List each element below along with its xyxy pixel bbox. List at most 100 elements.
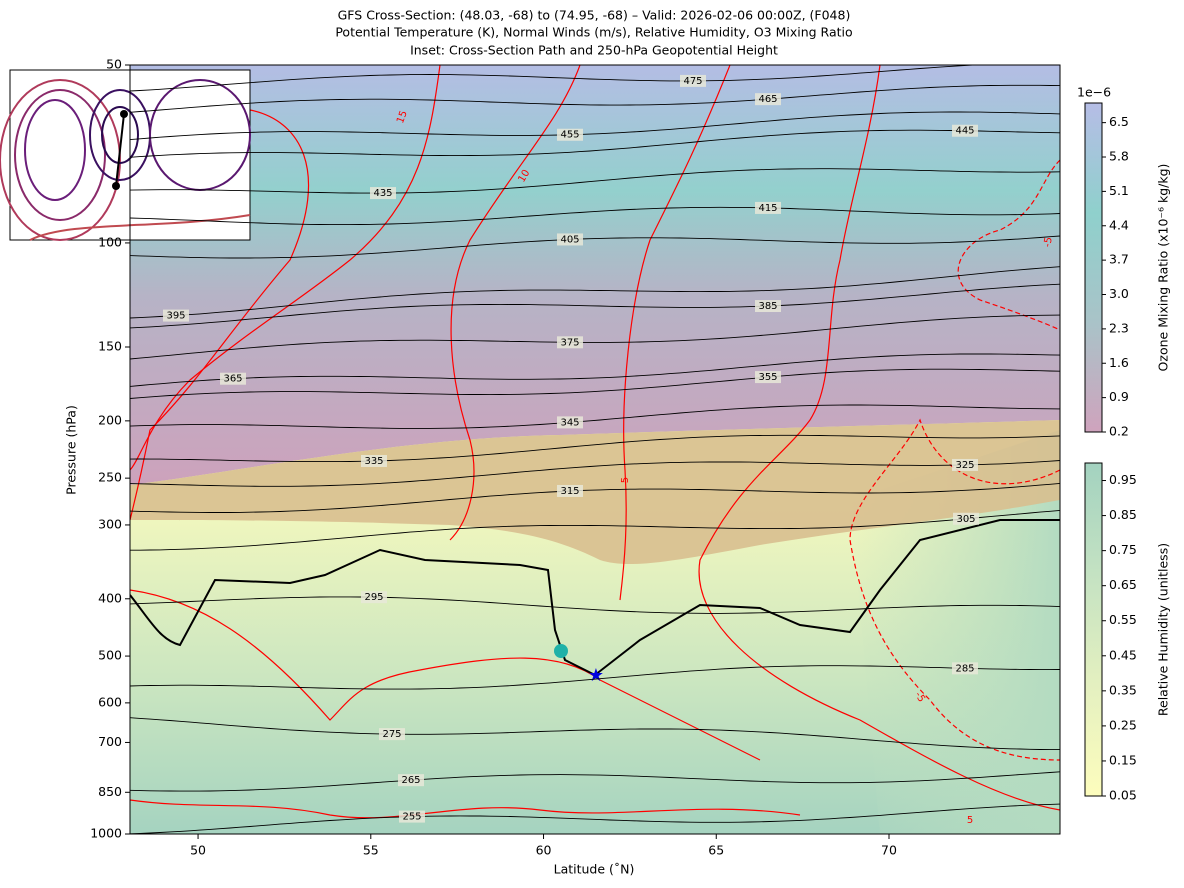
- y-tick-label: 300: [98, 516, 122, 531]
- colorbar-tick-label: 3.7: [1109, 252, 1129, 267]
- theta-contour: [130, 434, 1060, 463]
- colorbar-tick-label: 4.4: [1109, 217, 1129, 232]
- y-tick-label: 50: [106, 57, 122, 72]
- theta-label: 325: [955, 460, 974, 471]
- theta-label: 305: [956, 514, 975, 525]
- theta-contour: [130, 353, 1060, 387]
- contour-label-bg: [952, 458, 978, 471]
- theta-label: 295: [364, 592, 383, 603]
- theta-contour: [130, 314, 1060, 360]
- colorbar: [1084, 462, 1103, 797]
- theta-label: 345: [560, 417, 579, 428]
- contour-label-bg: [361, 591, 387, 604]
- colorbar-tick-label: 0.25: [1109, 717, 1137, 732]
- contour-label-bg: [755, 371, 781, 384]
- colorbar-tick-label: 3.0: [1109, 286, 1129, 301]
- colorbar-tick-label: 0.55: [1109, 612, 1137, 627]
- contour-label-bg: [361, 454, 387, 467]
- colorbar-tick-label: 5.8: [1109, 149, 1129, 164]
- theta-contour: [130, 235, 1060, 259]
- x-axis-label: Latitude (˚N): [554, 862, 635, 877]
- colorbar-tick-label: 0.35: [1109, 682, 1137, 697]
- theta-label: 455: [560, 130, 579, 141]
- theta-label: 415: [758, 203, 777, 214]
- y-tick-label: 100: [98, 234, 122, 249]
- y-tick-label: 700: [98, 734, 122, 749]
- theta-label: 475: [683, 76, 702, 87]
- contour-label-bg: [755, 201, 781, 214]
- theta-contour: [130, 509, 1060, 551]
- theta-contour: [130, 65, 984, 92]
- theta-label: 365: [223, 374, 242, 385]
- plot-background: ★: [130, 65, 1060, 834]
- wind-label: -5: [1042, 236, 1055, 248]
- theta-label: 265: [401, 775, 420, 786]
- y-tick-label: 400: [98, 590, 122, 605]
- theta-contour: [130, 596, 1060, 614]
- contour-label-bg: [557, 416, 583, 429]
- theta-label: 445: [955, 126, 974, 137]
- contour-label-bg: [952, 124, 978, 137]
- theta-label: 385: [758, 301, 777, 312]
- colorbar-tick-label: 0.95: [1109, 472, 1137, 487]
- chart-title: GFS Cross-Section: (48.03, -68) to (74.9…: [338, 8, 851, 23]
- colorbar-tick-label: 5.1: [1109, 183, 1129, 198]
- colorbar: [1084, 102, 1103, 433]
- theta-contour: [130, 404, 1060, 429]
- contour-label-bg: [557, 233, 583, 246]
- colorbar-label: Ozone Mixing Ratio (x10⁻⁶ kg/kg): [1156, 164, 1171, 372]
- plot-frame: [129, 64, 1061, 835]
- contour-label-bg: [557, 484, 583, 497]
- theta-contour: [130, 168, 1060, 194]
- colorbar-tick-label: 0.45: [1109, 647, 1137, 662]
- contour-label-bg: [379, 728, 405, 741]
- contour-label-bg: [370, 187, 396, 200]
- wind-label: 15: [395, 109, 410, 125]
- contour-label-bg: [557, 336, 583, 349]
- chart-subtitle: Potential Temperature (K), Normal Winds …: [335, 25, 852, 40]
- theta-contour: [130, 368, 1060, 399]
- colorbar-tick-label: 0.2: [1109, 424, 1129, 439]
- x-tick-label: 55: [363, 843, 379, 858]
- theta-label: 255: [402, 812, 421, 823]
- y-tick-label: 250: [98, 470, 122, 485]
- colorbar-tick-label: 0.15: [1109, 752, 1137, 767]
- theta-contour: [130, 111, 1060, 141]
- theta-label: 355: [758, 372, 777, 383]
- inset-map: [0, 69, 251, 241]
- contour-label-bg: [952, 662, 978, 675]
- x-tick-label: 60: [536, 843, 552, 858]
- contour-label-bg: [220, 372, 246, 385]
- colorbar-tick-label: 0.75: [1109, 542, 1137, 557]
- theta-label: 275: [382, 729, 401, 740]
- colorbar-tick-label: 0.85: [1109, 507, 1137, 522]
- theta-contours: 255 265 275 285 295 305 315 325 335 345 355 365 375 3…: [130, 65, 1060, 834]
- theta-contour: [130, 665, 1060, 690]
- contour-label-bg: [755, 300, 781, 313]
- theta-label: 465: [758, 94, 777, 105]
- theta-label: 405: [560, 234, 579, 245]
- theta-label: 395: [166, 311, 185, 322]
- contour-label-bg: [755, 93, 781, 106]
- y-tick-label: 500: [98, 648, 122, 663]
- y-tick-label: 200: [98, 412, 122, 427]
- y-tick-label: 850: [98, 784, 122, 799]
- y-axis-label: Pressure (hPa): [64, 405, 79, 495]
- y-tick-label: 1000: [90, 826, 122, 841]
- star-marker: ★: [588, 665, 604, 686]
- wind-label: 5: [967, 815, 973, 826]
- theta-label: 375: [560, 337, 579, 348]
- x-tick-label: 65: [708, 843, 724, 858]
- contour-label-bg: [399, 810, 425, 823]
- theta-label: 315: [560, 486, 579, 497]
- y-tick-label: 600: [98, 694, 122, 709]
- colorbar-tick-label: 0.9: [1109, 389, 1129, 404]
- theta-contour: [130, 771, 1060, 792]
- colorbar-tick-label: 2.3: [1109, 320, 1129, 335]
- colorbar-offset: 1e−6: [1077, 85, 1111, 100]
- x-tick-label: 50: [190, 843, 206, 858]
- theta-contour: [130, 206, 1060, 226]
- wind-label: -5: [912, 690, 927, 704]
- theta-contour: [130, 266, 1060, 319]
